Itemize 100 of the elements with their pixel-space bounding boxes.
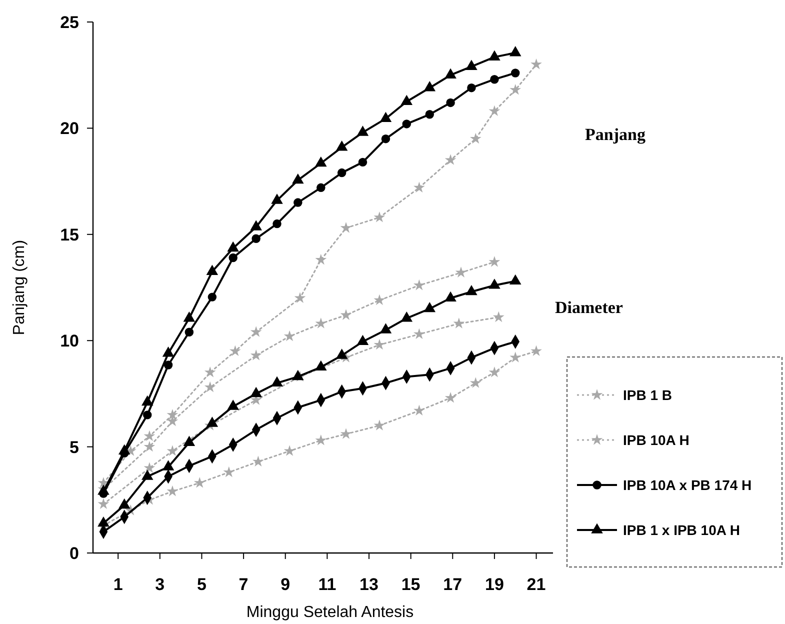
point	[292, 173, 304, 184]
point	[204, 366, 216, 378]
y-tick-label: 10	[60, 332, 79, 351]
point	[252, 234, 260, 244]
point	[162, 460, 174, 470]
point	[272, 219, 282, 228]
point	[144, 430, 156, 442]
y-tick-label: 5	[70, 438, 79, 457]
point	[509, 274, 522, 285]
point	[470, 377, 482, 388]
y-tick-label: 25	[60, 12, 79, 32]
point	[444, 154, 456, 165]
point	[444, 68, 456, 78]
point	[340, 222, 352, 233]
point	[315, 156, 327, 167]
point	[488, 50, 500, 60]
point	[509, 46, 522, 56]
point	[166, 408, 178, 420]
point	[510, 84, 522, 95]
point	[488, 105, 500, 116]
point	[381, 134, 390, 144]
point	[444, 392, 456, 403]
point	[414, 182, 425, 192]
point	[118, 444, 130, 454]
point	[98, 516, 110, 527]
point	[230, 345, 241, 356]
point	[455, 266, 467, 278]
point	[284, 445, 296, 456]
point	[444, 291, 456, 302]
point	[142, 410, 152, 420]
point	[164, 360, 173, 370]
point	[315, 434, 327, 446]
point	[530, 58, 542, 70]
x-tick-label: 21	[526, 575, 546, 594]
point	[315, 318, 327, 328]
point	[340, 309, 352, 320]
point	[141, 395, 154, 406]
point	[166, 485, 178, 496]
point	[336, 348, 348, 359]
point	[425, 110, 434, 119]
point	[206, 264, 218, 275]
point	[141, 470, 154, 480]
point	[184, 328, 194, 336]
point	[227, 241, 239, 252]
point	[356, 126, 369, 136]
point	[488, 278, 500, 289]
point	[488, 366, 500, 378]
x-tick-label: 17	[443, 575, 462, 594]
point	[294, 292, 306, 303]
point	[374, 294, 386, 306]
legend-label: IPB 10A x PB 174 H	[623, 476, 752, 493]
point	[271, 376, 283, 386]
x-tick-label: 3	[155, 575, 165, 594]
point	[250, 386, 262, 398]
point	[488, 256, 500, 267]
point	[414, 404, 425, 416]
x-tick-label: 19	[484, 575, 504, 594]
point	[466, 284, 478, 296]
point	[466, 60, 478, 70]
legend-label: IPB 1 B	[623, 386, 672, 403]
y-axis-title: Panjang (cm)	[11, 240, 28, 336]
point	[530, 345, 542, 356]
text: Diameter	[555, 298, 624, 317]
y-tick-label: 15	[60, 225, 79, 244]
point	[374, 420, 386, 430]
point	[98, 498, 110, 509]
x-tick-label: 5	[196, 575, 206, 594]
point	[414, 328, 425, 340]
point	[228, 253, 238, 262]
point	[470, 132, 482, 144]
x-axis-title: Minggu Setelah Antesis	[246, 604, 414, 621]
point	[144, 440, 156, 452]
point	[402, 120, 412, 128]
point	[183, 312, 196, 322]
point	[336, 140, 348, 151]
point	[356, 334, 369, 346]
point	[250, 326, 262, 337]
point	[252, 456, 264, 466]
point	[400, 312, 413, 322]
point	[208, 292, 217, 302]
text: Panjang	[585, 125, 646, 144]
y-tick-label: 0	[70, 544, 79, 563]
point	[250, 220, 262, 230]
point	[358, 158, 368, 167]
point	[162, 346, 174, 357]
x-tick-label: 15	[401, 575, 420, 594]
x-tick-label: 7	[238, 575, 248, 594]
legend-label: IPB 10A H	[623, 432, 690, 448]
point	[510, 68, 520, 78]
point	[315, 360, 327, 371]
x-tick-label: 1	[113, 575, 123, 594]
point	[271, 194, 283, 204]
point	[204, 381, 216, 392]
point	[166, 445, 178, 456]
point	[206, 416, 218, 427]
x-tick-label: 11	[318, 575, 336, 594]
point	[400, 94, 413, 106]
point	[490, 74, 499, 84]
point	[453, 318, 465, 328]
y-tick-label: 20	[60, 119, 79, 138]
